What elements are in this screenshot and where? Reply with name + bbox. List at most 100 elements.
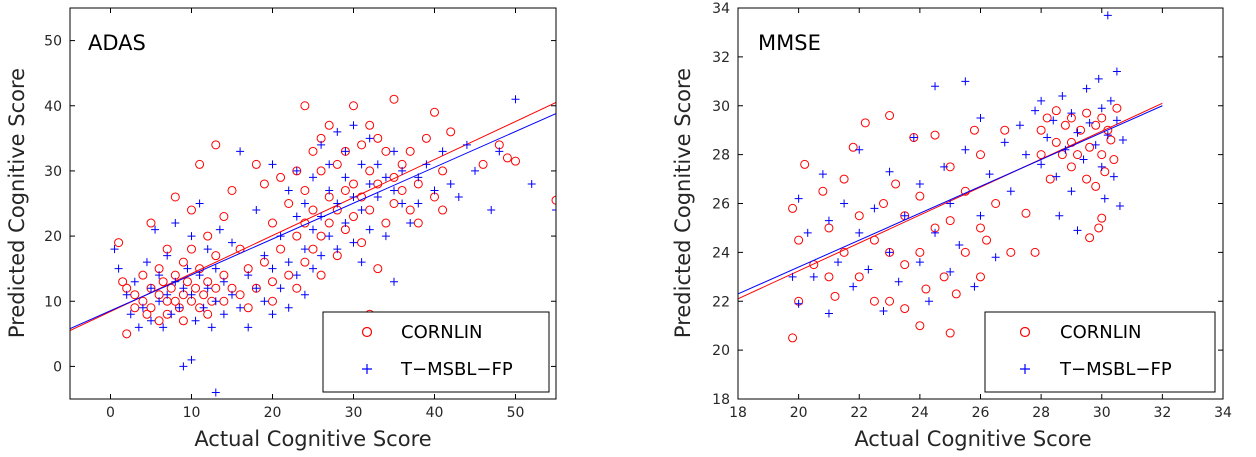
adas-tmsbl-point — [268, 264, 277, 273]
mmse-cornlin-point — [1091, 120, 1101, 130]
adas-y-tick-label: 10 — [44, 294, 62, 310]
adas-tmsbl-point — [341, 147, 350, 156]
adas-cornlin-point — [199, 290, 209, 300]
mmse-cornlin-point — [1112, 103, 1122, 113]
mmse-tmsbl-point — [855, 228, 864, 237]
mmse-tmsbl-point — [824, 309, 833, 318]
adas-tmsbl-point — [309, 225, 317, 234]
adas-tmsbl-point — [373, 192, 382, 201]
adas-x-tick-label: 40 — [426, 405, 444, 421]
adas-tmsbl-point — [199, 303, 208, 312]
mmse-tmsbl-point — [1091, 140, 1100, 149]
mmse-cornlin-point — [1006, 247, 1016, 257]
adas-cornlin-point — [211, 283, 221, 293]
mmse-cornlin-point — [854, 211, 864, 221]
mmse-tmsbl-point — [1079, 155, 1088, 164]
mmse-y-tick-label: 26 — [712, 197, 730, 213]
mmse-tmsbl-point — [955, 241, 964, 250]
adas-cornlin-point — [308, 244, 318, 254]
mmse-x-tick-label: 22 — [850, 405, 868, 421]
adas-tmsbl-point — [244, 271, 253, 280]
mmse-tmsbl-point — [1103, 131, 1112, 140]
adas-cornlin-point — [316, 166, 326, 176]
adas-tmsbl-point — [163, 290, 172, 299]
adas-cornlin-point — [118, 277, 128, 287]
mmse-tmsbl-point — [915, 258, 924, 267]
adas-tmsbl-point — [163, 251, 172, 260]
adas-cornlin-point — [300, 101, 310, 111]
adas-tmsbl-point — [228, 290, 236, 299]
adas-tmsbl-point — [110, 245, 119, 254]
mmse-cornlin-point — [915, 247, 925, 257]
adas-x-axis-label: Actual Cognitive Score — [194, 427, 431, 451]
adas-tmsbl-point — [142, 258, 151, 267]
adas-tmsbl-point — [130, 277, 139, 286]
adas-cornlin-point — [349, 212, 358, 222]
mmse-cornlin-point — [976, 150, 985, 160]
mmse-tmsbl-point — [1112, 67, 1121, 76]
adas-panel-title: ADAS — [88, 31, 146, 55]
mmse-cornlin-point — [945, 328, 955, 338]
mmse-tmsbl-point — [1031, 106, 1040, 115]
adas-cornlin-point — [235, 290, 245, 300]
mmse-cornlin-point — [1066, 162, 1076, 172]
adas-tmsbl-point — [325, 186, 334, 195]
mmse-x-tick-label: 18 — [729, 405, 747, 421]
adas-tmsbl-point — [406, 219, 415, 228]
adas-cornlin-point — [349, 179, 358, 189]
mmse-tmsbl-point — [985, 170, 994, 179]
adas-cornlin-point — [373, 179, 383, 189]
adas-tmsbl-point — [134, 323, 143, 332]
adas-tmsbl-point — [159, 323, 168, 332]
mmse-cornlin-point — [969, 125, 979, 135]
adas-tmsbl-point — [219, 277, 228, 286]
adas-cornlin-point — [268, 277, 277, 287]
mmse-tmsbl-point — [1021, 150, 1030, 159]
adas-cornlin-point — [381, 146, 391, 156]
mmse-tmsbl-point — [894, 277, 903, 286]
mmse-tmsbl-point — [1015, 121, 1024, 130]
mmse-tmsbl-point — [879, 307, 888, 316]
mmse-cornlin-point — [824, 272, 834, 282]
adas-x-tick-label: 50 — [507, 405, 525, 421]
mmse-tmsbl-point — [1073, 226, 1082, 235]
adas-tmsbl-point — [207, 323, 216, 332]
mmse-legend-box — [984, 311, 1216, 393]
adas-tmsbl-point — [215, 225, 224, 234]
adas-tmsbl-point — [203, 245, 212, 254]
adas-cornlin-point — [446, 127, 456, 137]
mmse-cornlin-point — [976, 223, 985, 233]
adas-y-tick-label: 20 — [44, 229, 62, 245]
adas-cornlin-point — [178, 316, 188, 326]
mmse-cornlin-point — [800, 159, 810, 169]
mmse-cornlin-point — [839, 247, 849, 257]
mmse-cornlin-point — [1085, 233, 1095, 243]
mmse-cornlin-point — [1000, 125, 1010, 135]
adas-tmsbl-point — [357, 206, 366, 215]
mmse-cornlin-point — [921, 284, 931, 294]
adas-tmsbl-point — [211, 297, 220, 306]
adas-tmsbl-point — [268, 160, 277, 169]
mmse-cornlin-point — [1021, 208, 1031, 218]
mmse-tmsbl-point — [1082, 84, 1091, 93]
adas-tmsbl-fit-line — [70, 113, 556, 330]
mmse-x-tick-label: 30 — [1093, 405, 1111, 421]
adas-cornlin-point — [389, 172, 399, 182]
mmse-tmsbl-point — [1049, 116, 1058, 125]
adas-tmsbl-point — [171, 219, 180, 228]
adas-cornlin-point — [300, 185, 310, 195]
adas-tmsbl-point — [422, 160, 431, 169]
adas-cornlin-point — [332, 159, 342, 169]
adas-tmsbl-point — [260, 297, 269, 306]
adas-tmsbl-point — [398, 199, 407, 208]
adas-tmsbl-point — [438, 147, 447, 156]
adas-cornlin-point — [324, 120, 334, 130]
mmse-tmsbl-point — [991, 253, 1000, 262]
mmse-tmsbl-fit-line — [738, 105, 1163, 295]
adas-cornlin-point — [187, 244, 196, 254]
mmse-cornlin-point — [839, 174, 849, 184]
mmse-tmsbl-point — [976, 113, 985, 122]
adas-tmsbl-point — [365, 179, 374, 188]
mmse-tmsbl-point — [1067, 109, 1076, 118]
